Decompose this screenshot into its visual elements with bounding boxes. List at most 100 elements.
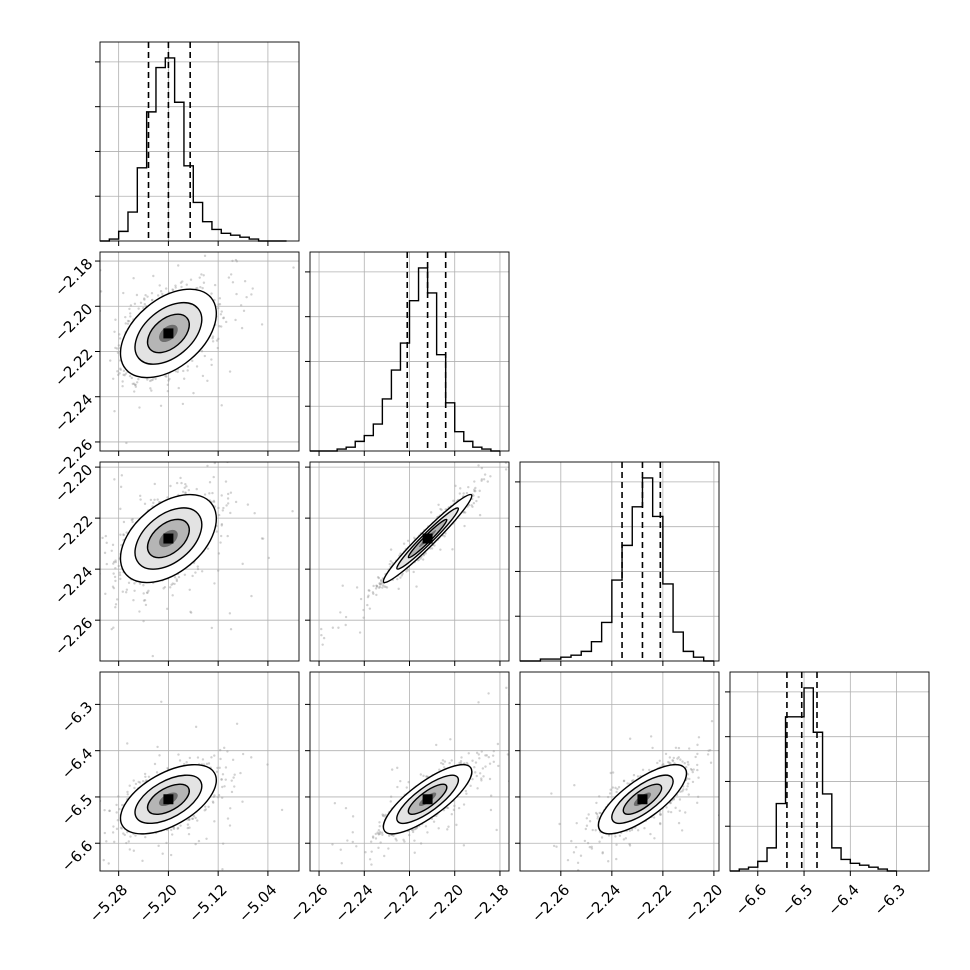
scatter-point bbox=[179, 281, 183, 284]
scatter-point bbox=[475, 499, 478, 503]
hist-frame-0 bbox=[99, 41, 300, 242]
scatter-point bbox=[412, 570, 415, 574]
scatter-point bbox=[437, 503, 440, 507]
scatter-point bbox=[569, 405, 571, 407]
scatter-point bbox=[118, 573, 122, 577]
scatter-point bbox=[143, 443, 145, 445]
scatter-point bbox=[187, 488, 191, 492]
scatter-point bbox=[151, 378, 154, 381]
scatter-point bbox=[104, 534, 108, 538]
scatter-point bbox=[94, 337, 96, 339]
scatter-point bbox=[196, 565, 200, 568]
scatter-point bbox=[184, 492, 187, 495]
scatter-point bbox=[113, 476, 115, 478]
scatter-point bbox=[229, 628, 233, 631]
scatter-point bbox=[400, 574, 404, 577]
scatter-point bbox=[215, 770, 219, 773]
scatter-point bbox=[377, 586, 381, 589]
scatter-point bbox=[213, 582, 216, 585]
scatter-point bbox=[159, 290, 163, 293]
scatter-point bbox=[130, 376, 134, 380]
scatter-point bbox=[156, 498, 159, 501]
scatter-point bbox=[188, 588, 191, 592]
scatter-point bbox=[128, 374, 132, 378]
scatter-point bbox=[180, 481, 183, 485]
scatter-point bbox=[516, 463, 518, 465]
scatter-point bbox=[105, 541, 108, 545]
scatter-point bbox=[135, 293, 139, 297]
scatter-point bbox=[133, 589, 136, 592]
scatter-point bbox=[406, 539, 410, 542]
scatter-point bbox=[191, 359, 194, 363]
scatter-point bbox=[176, 827, 179, 830]
scatter-point bbox=[50, 392, 52, 394]
scatter-point bbox=[144, 603, 148, 607]
scatter-point bbox=[181, 280, 184, 283]
scatter-point bbox=[372, 592, 375, 595]
scatter-point bbox=[533, 420, 535, 422]
scatter-point bbox=[218, 303, 222, 306]
scatter-point bbox=[174, 286, 177, 289]
scatter-point bbox=[389, 548, 393, 551]
scatter-point bbox=[132, 599, 135, 602]
scatter-point bbox=[60, 308, 62, 310]
scatter-point bbox=[180, 285, 183, 289]
scatter-point bbox=[279, 369, 281, 371]
scatter-point bbox=[86, 372, 88, 374]
scatter-point bbox=[233, 458, 235, 460]
scatter-point bbox=[101, 536, 104, 540]
scatter-point bbox=[222, 316, 225, 320]
scatter-point bbox=[220, 778, 223, 781]
scatter-point bbox=[231, 259, 234, 263]
scatter-point bbox=[366, 603, 369, 607]
scatter-point bbox=[359, 597, 363, 601]
scatter-point bbox=[202, 248, 204, 250]
scatter-point bbox=[112, 572, 115, 575]
scatter-point bbox=[192, 429, 194, 431]
scatter-point bbox=[203, 354, 207, 358]
scatter-point bbox=[203, 254, 207, 258]
scatter-point bbox=[137, 377, 140, 381]
scatter-point bbox=[235, 459, 237, 461]
scatter-point bbox=[376, 576, 380, 579]
scatter-point bbox=[206, 547, 210, 550]
scatter-point bbox=[378, 582, 381, 585]
scatter-point bbox=[192, 815, 196, 818]
scatter-point bbox=[94, 773, 96, 775]
scatter-point bbox=[165, 375, 168, 378]
scatter-point bbox=[239, 771, 242, 775]
scatter-point bbox=[397, 587, 400, 591]
scatter-point bbox=[133, 383, 137, 387]
scatter-point bbox=[208, 481, 212, 484]
scatter-point bbox=[208, 492, 211, 495]
scatter-point bbox=[181, 490, 185, 493]
scatter-point bbox=[201, 374, 205, 378]
scatter-point bbox=[59, 530, 61, 532]
scatter-point bbox=[202, 281, 206, 284]
scatter-point bbox=[200, 570, 204, 573]
scatter-point bbox=[226, 492, 230, 496]
scatter-point bbox=[177, 826, 180, 830]
density-peak bbox=[422, 533, 433, 544]
scatter-point bbox=[112, 586, 116, 590]
scatter-point bbox=[504, 462, 508, 464]
scatter-point bbox=[115, 803, 118, 807]
scatter-point bbox=[246, 503, 250, 506]
scatter-point bbox=[281, 717, 283, 719]
scatter-point bbox=[217, 552, 221, 555]
scatter-point bbox=[163, 585, 167, 589]
scatter-point bbox=[143, 298, 146, 301]
scatter-point bbox=[502, 445, 504, 447]
scatter-point bbox=[472, 501, 476, 505]
scatter-point bbox=[132, 849, 136, 852]
scatter-point bbox=[182, 377, 186, 380]
scatter-point bbox=[465, 491, 469, 495]
scatter-point bbox=[538, 440, 540, 442]
scatter-point bbox=[367, 589, 370, 592]
scatter-point bbox=[125, 588, 129, 591]
scatter-point bbox=[196, 286, 199, 290]
scatter-point bbox=[100, 290, 103, 293]
scatter-point bbox=[192, 391, 195, 395]
scatter-point bbox=[467, 503, 471, 507]
scatter-point bbox=[132, 779, 135, 782]
